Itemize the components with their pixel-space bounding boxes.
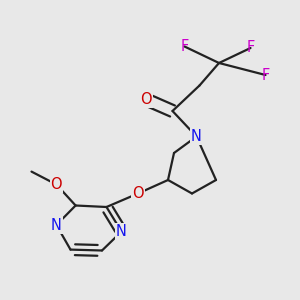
Text: F: F	[180, 39, 189, 54]
Text: F: F	[261, 68, 270, 82]
Text: N: N	[51, 218, 62, 232]
Text: F: F	[246, 40, 255, 56]
Text: O: O	[51, 177, 62, 192]
Text: N: N	[191, 129, 202, 144]
Text: N: N	[116, 224, 127, 239]
Text: O: O	[141, 92, 152, 107]
Text: O: O	[132, 186, 144, 201]
